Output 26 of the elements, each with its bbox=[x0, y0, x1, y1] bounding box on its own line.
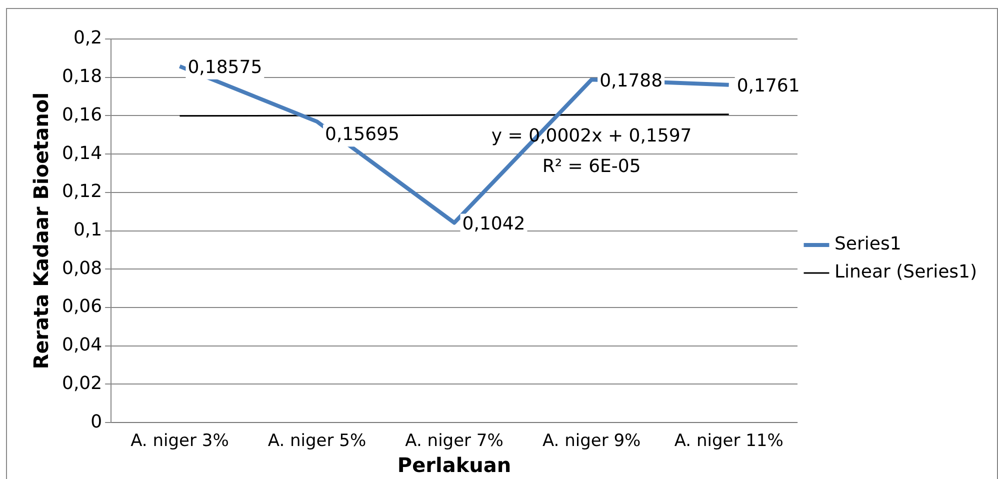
y-tick-label: 0,08 bbox=[62, 258, 102, 279]
y-tick-label: 0 bbox=[90, 411, 102, 432]
data-label: 0,1042 bbox=[462, 213, 526, 234]
x-tick-label: A. niger 5% bbox=[268, 431, 366, 452]
y-tick-label: 0,06 bbox=[62, 296, 102, 318]
annotation: R² = 6E-05 bbox=[542, 156, 641, 178]
y-tick-label: 0,1 bbox=[73, 219, 102, 240]
legend-label: Series1 bbox=[834, 234, 902, 255]
y-tick-label: 0,02 bbox=[62, 372, 102, 394]
y-tick-label: 0,04 bbox=[62, 334, 102, 356]
y-tick-label: 0,2 bbox=[73, 28, 102, 49]
x-tick-label: A. niger 3% bbox=[130, 431, 229, 452]
y-axis-title: Rerata Kadaar Bioetanol bbox=[29, 92, 54, 370]
y-tick-label: 0,18 bbox=[62, 66, 102, 88]
x-axis-title: Perlakuan bbox=[397, 453, 512, 478]
x-tick-label: A. niger 9% bbox=[542, 431, 641, 452]
data-label: 0,1788 bbox=[600, 70, 663, 92]
data-label: 0,1761 bbox=[736, 76, 800, 97]
y-tick-label: 0,16 bbox=[62, 104, 102, 126]
x-tick-label: A. niger 7% bbox=[405, 431, 504, 452]
data-label: 0,18575 bbox=[188, 57, 262, 78]
y-tick-label: 0,14 bbox=[62, 142, 102, 164]
data-label: 0,15695 bbox=[325, 124, 400, 146]
y-tick-label: 0,12 bbox=[62, 181, 102, 202]
x-tick-label: A. niger 11% bbox=[674, 431, 784, 452]
legend-label: Linear (Series1) bbox=[834, 262, 977, 283]
